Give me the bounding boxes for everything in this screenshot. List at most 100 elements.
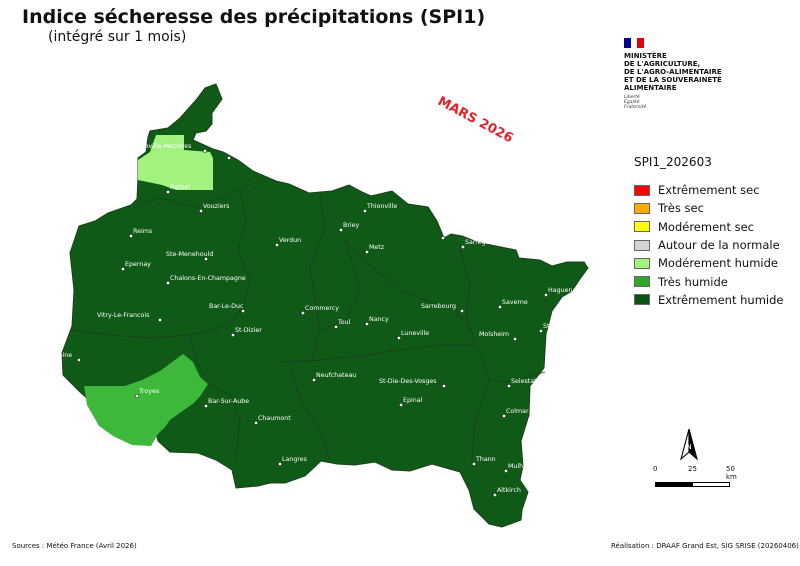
city-label: Thann <box>475 456 496 463</box>
city-marker <box>544 293 548 297</box>
city-marker <box>442 384 446 388</box>
map-title: Indice sécheresse des précipitations (SP… <box>22 6 486 28</box>
city-marker <box>158 318 162 322</box>
city-marker <box>539 329 543 333</box>
city-marker <box>77 358 81 362</box>
city-label: Bar-Sur-Aube <box>208 398 249 405</box>
border-meuse-mm <box>319 239 361 331</box>
city-marker <box>441 236 445 240</box>
city-marker <box>498 305 502 309</box>
city-label: Luneville <box>401 330 429 337</box>
credit-note: Réalisation : DRAAF Grand Est, SIG SRISE… <box>611 542 799 550</box>
border-haute-marne-vosges <box>289 364 331 461</box>
border-vosges-north <box>279 344 476 363</box>
city-label: St-Dizier <box>235 327 262 334</box>
city-label: Troyes <box>138 388 159 395</box>
moderately-humid-zone-north <box>138 135 213 190</box>
legend-item: Extrêmement sec <box>634 181 784 199</box>
city-label: Ste-Menehould <box>166 251 213 258</box>
city-marker <box>241 309 245 313</box>
city-marker <box>365 322 369 326</box>
border-marne-meuse <box>229 189 251 326</box>
city-label: Rethel <box>170 184 190 191</box>
city-label: Forbach <box>445 227 470 234</box>
city-marker <box>513 337 517 341</box>
border-aube-haute-marne <box>189 334 241 461</box>
city-marker <box>504 469 508 473</box>
city-marker <box>460 309 464 313</box>
city-marker <box>204 257 208 261</box>
legend-label: Modérement sec <box>658 219 755 234</box>
city-marker <box>231 333 235 337</box>
legend-label: Très humide <box>658 274 728 289</box>
city-marker <box>301 311 305 315</box>
legend-swatch <box>634 202 650 214</box>
city-label: Sarreguemines <box>465 239 513 246</box>
scale-label-0: 0 <box>653 465 658 473</box>
french-flag-icon <box>624 38 645 48</box>
border-marne-aube <box>69 324 231 339</box>
city-label: Strasbourg <box>543 323 578 330</box>
legend: SPI1_202603 Extrêmement sec Très sec Mod… <box>634 155 784 309</box>
city-label: Chalons-En-Champagne <box>170 275 246 282</box>
city-label: Nancy <box>369 316 389 323</box>
city-marker <box>461 245 465 249</box>
city-label: Verdun <box>279 237 301 244</box>
legend-label: Très sec <box>658 201 704 216</box>
city-label: Haguenau <box>548 287 580 294</box>
city-label: Neufchateau <box>316 372 356 379</box>
city-marker <box>493 493 497 497</box>
legend-item: Très humide <box>634 272 784 290</box>
region-shape <box>61 83 589 528</box>
legend-label: Extrêmement sec <box>658 183 760 198</box>
flag-stripe-white <box>630 38 638 48</box>
city-label: Charleville-Mezieres <box>128 143 191 150</box>
city-label: Nogent-Sur-Seine <box>17 352 72 359</box>
city-label: Metz <box>369 244 385 251</box>
border-bas-haut-rhin <box>484 371 546 383</box>
legend-label: Modérement humide <box>658 256 778 271</box>
city-marker <box>363 209 367 213</box>
city-label: Vitry-Le-Francois <box>97 312 149 319</box>
city-label: Molsheim <box>479 331 509 338</box>
legend-item: Modérement sec <box>634 218 784 236</box>
border-meuse-moselle <box>309 194 326 366</box>
city-label: Briey <box>343 222 360 229</box>
ministry-name: MINISTÈRE DE L'AGRICULTURE, DE L'AGRO-AL… <box>624 52 722 92</box>
city-label: Saverne <box>502 299 528 306</box>
city-marker <box>507 384 511 388</box>
legend-item: Autour de la normale <box>634 236 784 254</box>
legend-item: Très sec <box>634 199 784 217</box>
legend-swatch <box>634 221 650 233</box>
city-label: Epinal <box>403 397 423 404</box>
city-label: Vouziers <box>203 203 229 210</box>
city-marker <box>203 149 207 153</box>
scale-segment <box>692 483 729 486</box>
city-label: Chaumont <box>258 415 291 422</box>
city-label: Altkirch <box>497 487 521 494</box>
city-label: Commercy <box>305 305 339 312</box>
city-marker <box>365 250 369 254</box>
legend-swatch <box>634 276 650 288</box>
legend-label: Extrêmement humide <box>658 292 784 307</box>
city-label: Langres <box>282 456 307 463</box>
city-marker <box>312 378 316 382</box>
city-label: Sedan <box>231 150 251 157</box>
city-marker <box>399 403 403 407</box>
city-marker <box>339 228 343 232</box>
city-label: Sarrebourg <box>421 303 456 310</box>
city-marker <box>199 209 203 213</box>
border-mm-moselle <box>344 239 471 331</box>
city-label: Mulhouse <box>508 463 538 470</box>
city-label: Selestat <box>511 378 537 385</box>
city-label: Epernay <box>125 261 151 268</box>
legend-item: Extrêmement humide <box>634 291 784 309</box>
city-label: St-Die-Des-Vosges <box>379 378 437 385</box>
republic-motto: Liberté Égalité Fraternité <box>624 95 647 110</box>
legend-swatch <box>634 257 650 269</box>
city-marker <box>166 281 170 285</box>
scale-bar: 0 25 50 km <box>650 465 740 495</box>
city-marker <box>278 462 282 466</box>
scale-label-25: 25 <box>688 465 697 473</box>
map-subtitle: (intégré sur 1 mois) <box>48 29 187 45</box>
